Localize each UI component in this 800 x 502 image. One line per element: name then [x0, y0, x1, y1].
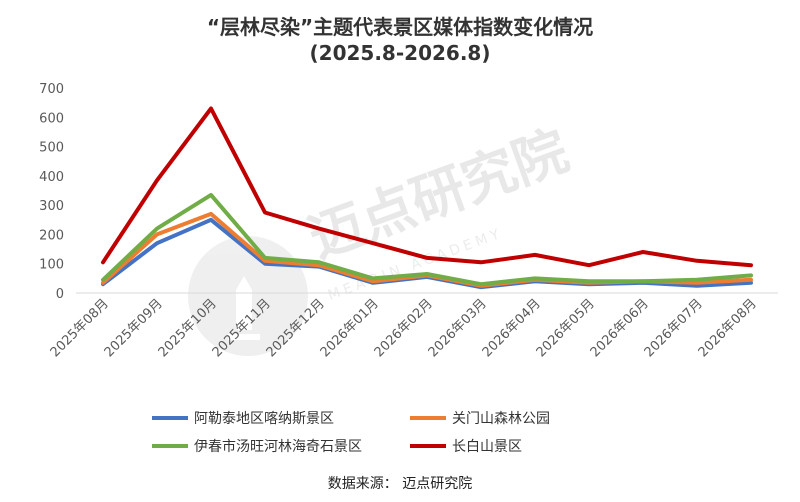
tower-logo-icon [228, 276, 260, 340]
y-tick-label: 500 [39, 141, 64, 156]
chart-subtitle: (2025.8-2026.8) [310, 41, 491, 65]
x-axis-ticks: 2025年08月2025年09月2025年10月2025年11月2025年12月… [48, 296, 760, 360]
legend-label: 阿勒泰地区喀纳斯景区 [194, 411, 334, 427]
source-note: 数据来源： 迈点研究院 [328, 476, 472, 492]
y-tick-label: 600 [39, 111, 64, 126]
y-tick-label: 700 [39, 82, 64, 97]
series-lines [101, 106, 753, 290]
x-tick-label: 2026年08月 [696, 296, 760, 360]
y-tick-label: 0 [56, 287, 64, 302]
legend-label: 伊春市汤旺河林海奇石景区 [194, 438, 362, 455]
series-line-3 [101, 192, 753, 287]
y-tick-label: 300 [39, 199, 64, 214]
chart-title: “层林尽染”主题代表景区媒体指数变化情况 [207, 15, 593, 39]
series-line-4 [101, 106, 753, 268]
y-axis-ticks: 0 100 200 300 400 500 600 700 [39, 82, 64, 302]
legend-label: 关门山森林公园 [452, 411, 550, 427]
legend-label: 长白山景区 [452, 439, 522, 455]
y-tick-label: 400 [39, 170, 64, 185]
y-tick-label: 200 [39, 228, 64, 243]
y-tick-label: 100 [39, 258, 64, 273]
